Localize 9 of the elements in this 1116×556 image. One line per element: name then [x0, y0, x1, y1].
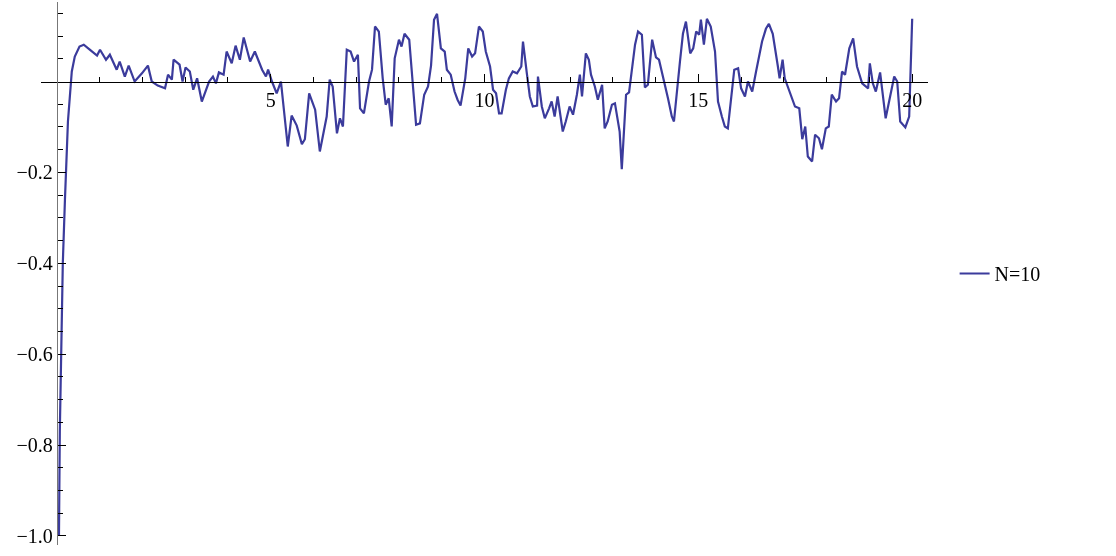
y-tick-label: −1.0	[16, 524, 53, 547]
y-tick-label: −0.2	[16, 161, 53, 184]
legend-label: N=10	[994, 263, 1041, 286]
x-tick-label: 5	[265, 88, 276, 111]
x-tick-label: 10	[474, 88, 495, 111]
y-tick-label: −0.6	[16, 343, 53, 366]
y-tick-label: −0.8	[16, 434, 53, 457]
x-tick-label: 15	[688, 88, 709, 111]
y-tick-label: −0.4	[16, 252, 53, 275]
